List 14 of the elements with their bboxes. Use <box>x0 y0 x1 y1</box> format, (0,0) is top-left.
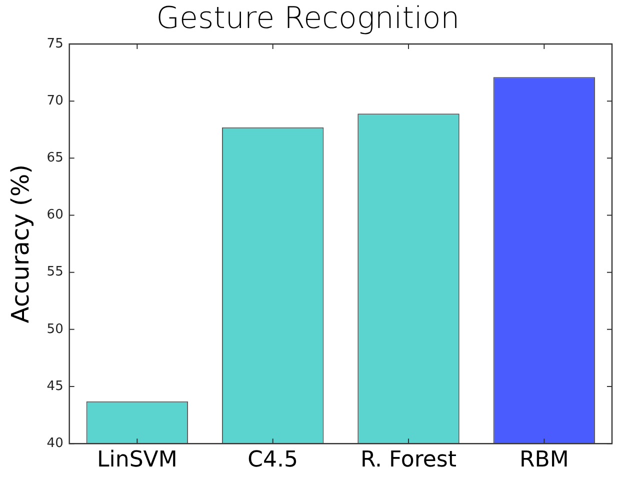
y-tick-label: 50 <box>46 322 64 337</box>
x-tick-label: R. Forest <box>360 448 457 473</box>
y-tick-label: 70 <box>46 93 64 108</box>
y-tick-label: 65 <box>46 150 64 166</box>
y-tick-label: 40 <box>46 436 64 451</box>
chart-title: Gesture Recognition <box>156 0 460 36</box>
x-tick-label: LinSVM <box>97 448 178 473</box>
x-tick-label: RBM <box>519 448 569 473</box>
y-axis-title: Accuracy (%) <box>6 164 35 324</box>
x-tick-label: C4.5 <box>248 448 298 473</box>
y-tick-label: 60 <box>46 208 64 223</box>
y-tick-label: 55 <box>46 264 64 280</box>
y-tick-label: 45 <box>46 378 64 394</box>
y-tick-label: 75 <box>46 36 64 52</box>
